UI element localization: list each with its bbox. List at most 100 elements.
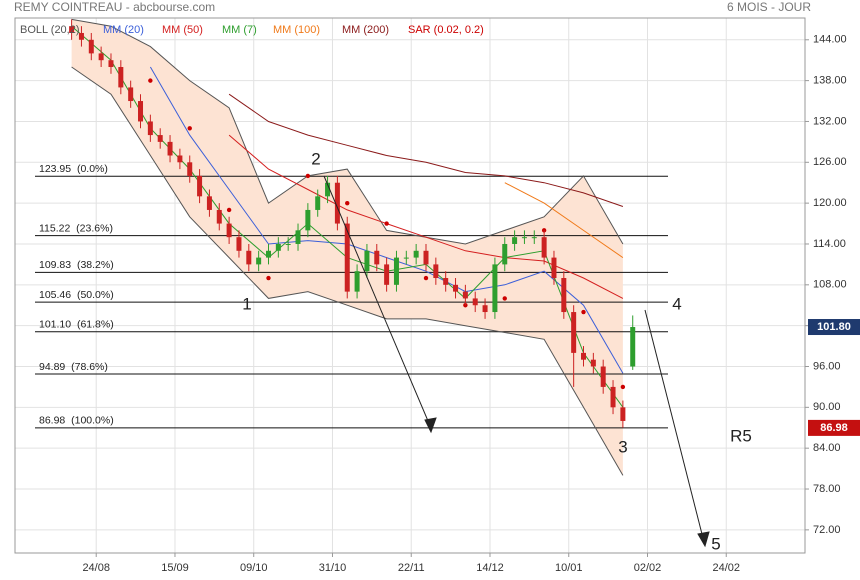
legend-entry: BOLL (20,2): [20, 24, 80, 36]
period: 6 MOIS - JOUR: [727, 0, 811, 14]
candle-body: [354, 271, 360, 292]
y-tick-label: 72.00: [813, 524, 841, 536]
candle-body: [413, 250, 419, 258]
candle-body: [295, 230, 301, 244]
x-tick-label: 10/01: [555, 562, 583, 574]
candles: [69, 19, 636, 428]
candle-body: [98, 53, 104, 61]
level-label: 101.10 (61.8%): [39, 319, 114, 331]
axes: 144.00 138.00 132.00 126.00 120.00 114.00 108.…: [20, 24, 860, 574]
y-tick-label: 126.00: [813, 156, 847, 168]
candle-body: [531, 237, 537, 239]
sar-dot: [423, 275, 429, 281]
candle-body: [315, 196, 321, 210]
candle-body: [69, 26, 75, 33]
candle-body: [482, 305, 488, 313]
legend-entry: MM (50): [162, 24, 203, 36]
y-tick-label: 96.00: [813, 360, 841, 372]
candle-body: [236, 237, 242, 251]
legend-entry: MM (20): [103, 24, 144, 36]
candle-body: [197, 175, 203, 197]
ma-line: [228, 93, 624, 207]
candle-body: [305, 209, 311, 231]
arrow: [644, 309, 705, 543]
y-tick-label: 114.00: [813, 238, 846, 250]
y-tick-label: 138.00: [813, 75, 847, 87]
candle-body: [138, 101, 144, 122]
x-tick-label: 24/02: [712, 562, 740, 574]
y-tick-label: 78.00: [813, 483, 841, 495]
candle-body: [216, 209, 222, 224]
legend-entry: MM (200): [342, 24, 389, 36]
sar-dot: [187, 126, 192, 131]
candle-body: [521, 237, 527, 239]
y-tick-label: 132.00: [813, 115, 847, 127]
candle-body: [502, 243, 508, 265]
sar-dot: [581, 309, 586, 315]
candle-body: [206, 196, 212, 210]
candle-body: [374, 250, 380, 265]
arrowhead: [697, 531, 710, 548]
candle-body: [630, 327, 636, 367]
candle-body: [246, 250, 252, 265]
candle-body: [443, 278, 449, 285]
x-tick-label: 02/02: [634, 562, 662, 574]
candle-body: [551, 257, 557, 279]
price-tag-label: 86.98: [820, 422, 848, 434]
plot-frame: [14, 17, 806, 554]
candle-body: [620, 407, 626, 421]
wave-label: R5: [730, 426, 752, 445]
sar-dot: [620, 384, 626, 390]
candle-body: [403, 257, 409, 259]
candle-body: [275, 243, 281, 251]
candle-body: [512, 237, 518, 244]
legend-entry: MM (7): [222, 24, 257, 36]
wave-label: 5: [711, 534, 720, 553]
chart-title: REMY COINTREAU - abcbourse.com: [14, 0, 215, 14]
candle-body: [453, 284, 459, 292]
y-tick-label: 90.00: [813, 401, 841, 413]
candle-body: [384, 264, 390, 285]
y-tick-label: 144.00: [813, 34, 847, 46]
level-label: 86.98 (100.0%): [39, 415, 114, 427]
x-tick-label: 22/11: [398, 562, 425, 574]
wave-label: 1: [242, 294, 251, 313]
candle-body: [118, 67, 124, 88]
candle-body: [265, 250, 271, 258]
level-label: 123.95 (0.0%): [39, 163, 108, 175]
candle-body: [610, 386, 616, 408]
candle-body: [177, 155, 183, 163]
y-tick-label: 84.00: [813, 442, 841, 454]
arrow: [323, 175, 432, 429]
candle-body: [285, 243, 291, 245]
sar-dot: [226, 207, 232, 213]
candle-body: [157, 135, 163, 142]
annotations: 1 2 3 4 5 R5: [242, 149, 752, 553]
level-label: 115.22 (23.6%): [39, 222, 113, 234]
level-label: 94.89 (78.6%): [39, 361, 108, 373]
arrowhead: [424, 417, 437, 434]
candle-body: [581, 352, 587, 360]
candle-body: [541, 237, 547, 258]
sar-dot: [384, 221, 389, 226]
ma-line: [504, 182, 624, 259]
sar-dot: [502, 296, 507, 301]
candle-body: [492, 264, 498, 313]
candle-body: [423, 250, 429, 265]
legend-entry: MM (100): [273, 24, 320, 36]
level-label: 109.83 (38.2%): [39, 259, 114, 271]
candle-body: [600, 366, 606, 387]
level-label: 105.46 (50.0%): [39, 289, 114, 301]
candle-body: [147, 121, 153, 136]
candle-body: [571, 312, 577, 353]
candle-body: [325, 182, 331, 197]
x-tick-label: 14/12: [476, 562, 504, 574]
candle-body: [344, 223, 350, 292]
price-tag: [808, 319, 860, 336]
x-tick-label: 09/10: [240, 562, 268, 574]
candle-body: [78, 32, 84, 40]
candle-body: [187, 162, 193, 176]
sar-dot: [345, 200, 350, 206]
wave-label: 3: [618, 437, 627, 456]
